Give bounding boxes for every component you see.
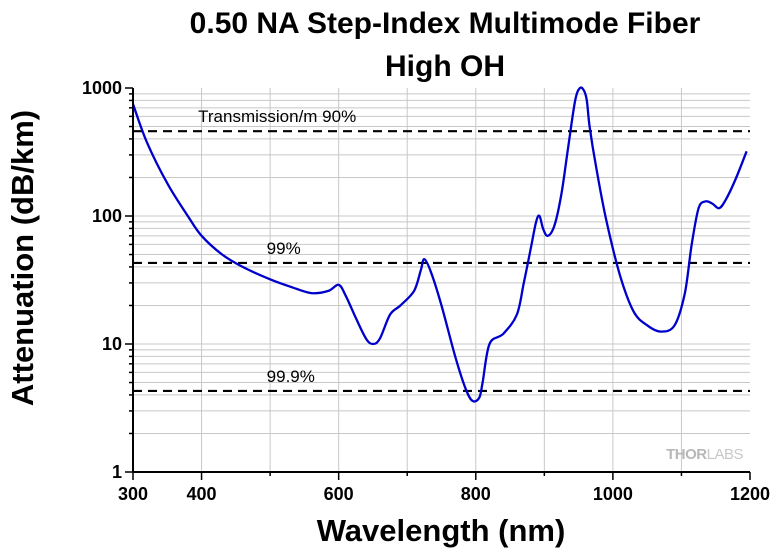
y-tick-label: 1000 (82, 78, 122, 98)
y-axis-title: Attenuation (dB/km) (5, 110, 40, 406)
x-tick-label: 800 (461, 484, 491, 504)
x-tick-label: 1200 (730, 484, 770, 504)
x-axis-title: Wavelength (nm) (317, 513, 566, 548)
y-tick-label: 1 (112, 462, 122, 482)
reference-labels: Transmission/m 90% 99% 99.9% (198, 107, 356, 386)
reference-label-1: 99% (267, 239, 301, 258)
tick-labels: 300 400 600 800 1000 1200 1 10 100 1000 (82, 78, 770, 504)
y-tick-label: 100 (92, 206, 122, 226)
logo-part-thor: THOR (666, 446, 707, 463)
x-tick-label: 1000 (593, 484, 633, 504)
y-tick-label: 10 (102, 334, 122, 354)
grid-lines (133, 88, 750, 472)
attenuation-curve (131, 86, 748, 403)
reference-lines (133, 130, 750, 393)
reference-label-0: Transmission/m 90% (198, 107, 356, 126)
x-tick-label: 400 (187, 484, 217, 504)
svg-text:THORLABS: THORLABS (666, 446, 743, 463)
chart-subtitle: High OH (385, 50, 505, 83)
data-series (131, 86, 748, 403)
chart-title: 0.50 NA Step-Index Multimode Fiber (190, 7, 701, 40)
thorlabs-logo: THORLABS (666, 446, 744, 463)
axes (125, 87, 751, 480)
logo-part-labs: LABS (707, 446, 744, 463)
x-tick-label: 300 (118, 484, 148, 504)
x-tick-label: 600 (324, 484, 354, 504)
reference-label-2: 99.9% (267, 367, 315, 386)
